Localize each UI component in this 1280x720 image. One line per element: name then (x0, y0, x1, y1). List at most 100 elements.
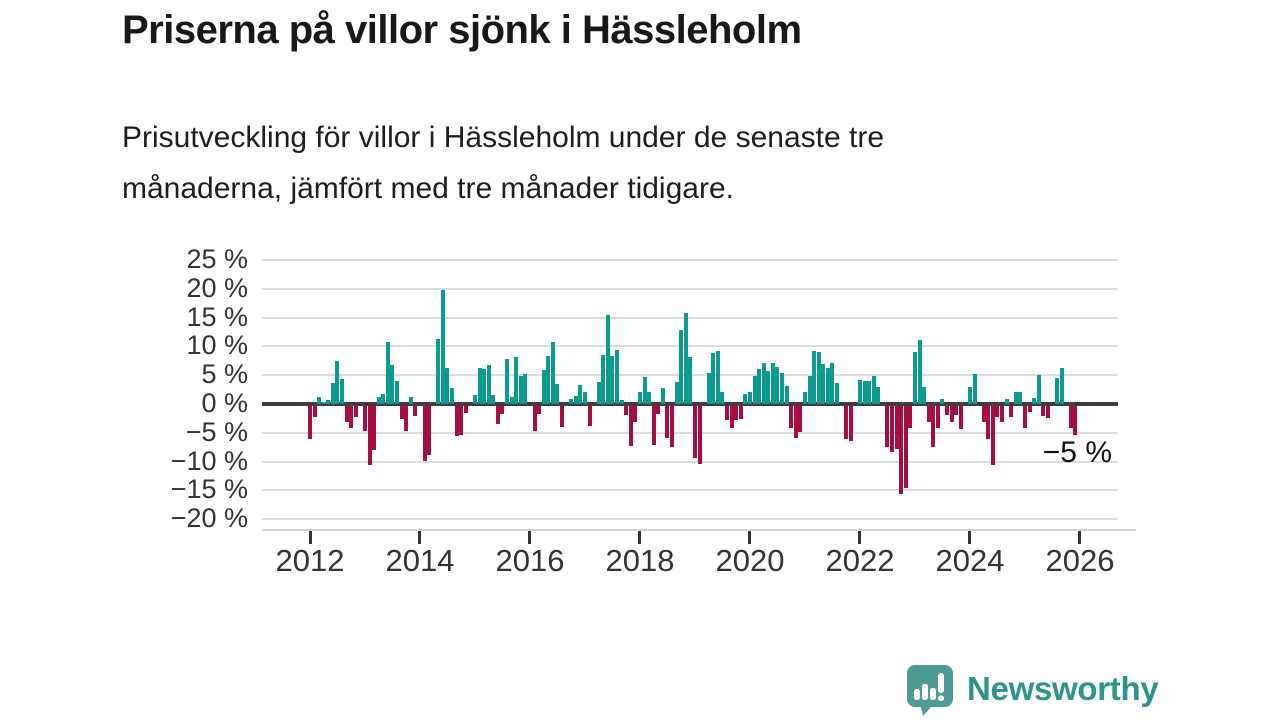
bar (903, 406, 908, 488)
bar (766, 371, 771, 404)
bar (656, 406, 661, 415)
bar (940, 398, 945, 404)
bar (747, 391, 752, 404)
y-axis-tick-label: 0 % (201, 388, 248, 418)
bar (390, 365, 395, 404)
bar (376, 396, 381, 404)
bar (349, 406, 354, 429)
bar (665, 406, 670, 438)
bar (908, 406, 913, 429)
bar (505, 359, 510, 404)
bar (335, 361, 340, 404)
bar (427, 406, 432, 455)
bar (637, 392, 642, 404)
bar (408, 396, 413, 404)
bar (573, 395, 578, 404)
bar (670, 406, 675, 448)
logo-exclamation-dot (938, 695, 944, 701)
gridline (262, 259, 1118, 261)
bar (1000, 406, 1005, 422)
bar (546, 355, 551, 404)
bar (404, 406, 409, 432)
x-axis-tick (968, 531, 972, 544)
bar (793, 406, 798, 439)
y-axis-tick-label: −10 % (170, 445, 248, 476)
bar (459, 406, 464, 436)
bar (1073, 406, 1078, 435)
bar (862, 380, 867, 404)
bar (835, 383, 840, 404)
bar (381, 394, 386, 404)
bar (532, 406, 537, 431)
bar (935, 406, 940, 429)
bar (1027, 406, 1032, 412)
bar (615, 349, 620, 404)
chart-description: Prisutveckling för villor i Hässleholm u… (122, 112, 1182, 214)
bar (890, 406, 895, 453)
bar (482, 369, 487, 404)
bar (807, 375, 812, 404)
bar (495, 406, 500, 425)
bar (674, 381, 679, 404)
y-axis-tick-label: 5 % (201, 359, 248, 390)
bar (954, 406, 959, 416)
chart-description-line2: månaderna, jämfört med tre månader tidig… (122, 172, 734, 205)
bar (692, 406, 697, 459)
y-axis-tick-label: 25 % (186, 244, 248, 274)
bar (931, 406, 936, 447)
bar (344, 406, 349, 422)
bar (720, 392, 725, 404)
bar (848, 406, 853, 442)
bar (770, 362, 775, 404)
bar (784, 386, 789, 404)
page-title: Priserna på villor sjönk i Hässleholm (122, 8, 802, 52)
bar (926, 406, 931, 423)
bar (757, 369, 762, 404)
gridline (262, 460, 1118, 463)
x-axis-tick (638, 531, 642, 544)
x-axis-tick (528, 531, 532, 544)
bar (463, 406, 468, 414)
bar (802, 392, 807, 404)
bar (798, 406, 803, 433)
bar (413, 406, 418, 416)
y-axis-tick-label: 15 % (186, 301, 248, 332)
x-axis-tick (418, 531, 422, 544)
bar (312, 406, 317, 417)
x-axis-tick-label: 2020 (715, 543, 785, 578)
bar (619, 399, 624, 404)
bar (633, 406, 638, 423)
logo-bar-3 (930, 688, 936, 700)
bar (683, 312, 688, 404)
bar (582, 392, 587, 404)
gridline (262, 518, 1118, 521)
bar (550, 341, 555, 404)
bar (990, 406, 995, 465)
newsworthy-logo-text: Newsworthy (967, 670, 1159, 707)
x-axis-tick (748, 531, 752, 544)
bar (326, 399, 331, 404)
bar (945, 406, 950, 416)
bar (454, 406, 459, 436)
bar (372, 406, 377, 450)
bar (340, 379, 345, 404)
bar (509, 396, 514, 404)
bar (601, 355, 606, 404)
bar (922, 387, 927, 404)
bar (729, 406, 734, 429)
newsworthy-logo: Newsworthy (903, 662, 1159, 716)
gridline (262, 316, 1118, 319)
bar (711, 352, 716, 404)
x-axis-tick (308, 531, 312, 544)
bar (518, 375, 523, 404)
bar (752, 376, 757, 404)
bar (1009, 406, 1014, 417)
bar (596, 381, 601, 404)
bar (1059, 368, 1064, 404)
bar (362, 406, 367, 432)
gridline (262, 431, 1118, 434)
bar (1041, 406, 1046, 416)
bar (995, 406, 1000, 417)
